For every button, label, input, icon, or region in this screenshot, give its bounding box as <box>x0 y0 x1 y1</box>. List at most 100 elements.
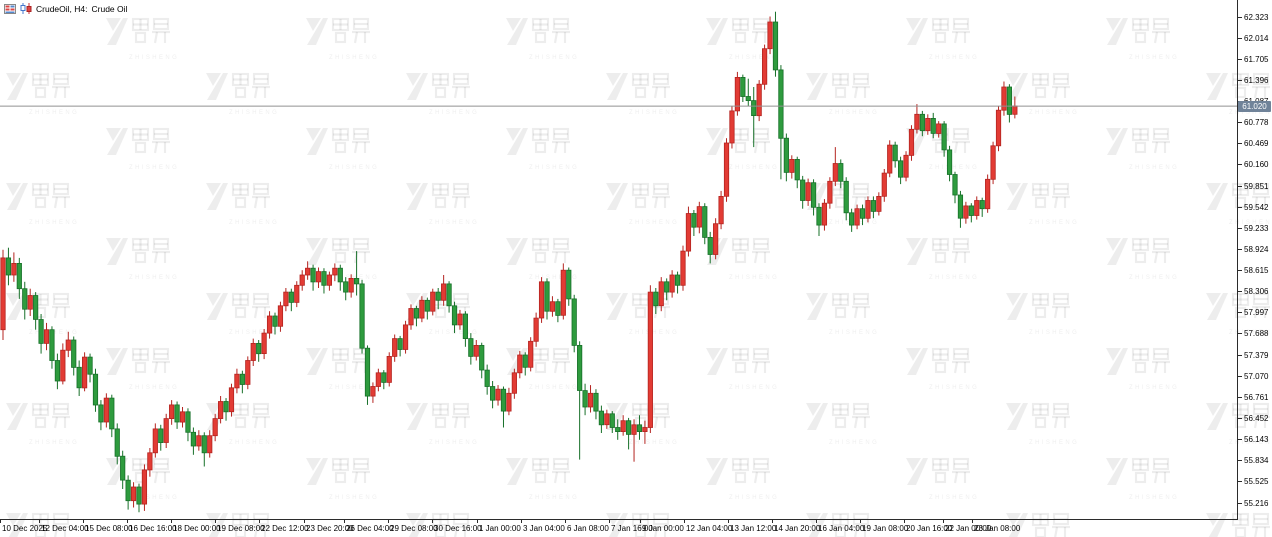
candle <box>147 448 153 477</box>
candle <box>207 430 213 458</box>
candle <box>827 177 833 209</box>
candle <box>517 350 523 379</box>
time-axis-label: 23 Dec 20:00 <box>306 524 354 533</box>
candle <box>38 314 44 354</box>
candle <box>723 138 730 202</box>
time-axis-label: 16 Dec 16:00 <box>129 524 177 533</box>
price-axis-label: 60.778 <box>1244 118 1269 128</box>
price-axis-label: 55.834 <box>1244 456 1269 466</box>
price-axis-label: 57.070 <box>1244 371 1269 381</box>
candle <box>430 288 436 316</box>
candle <box>272 312 278 335</box>
candle <box>762 44 768 90</box>
candle <box>11 252 17 282</box>
time-axis-tick <box>215 519 216 523</box>
candle <box>598 405 605 433</box>
candle <box>587 385 594 413</box>
candle <box>446 281 452 313</box>
candle <box>33 292 39 330</box>
candle <box>114 423 120 465</box>
price-axis-tick <box>1237 418 1242 419</box>
candle <box>669 270 675 298</box>
time-axis-tick <box>728 519 729 523</box>
price-axis-tick <box>1237 143 1242 145</box>
time-axis-label: 14 Jan 20:00 <box>774 524 821 533</box>
candle <box>22 281 28 320</box>
candle <box>343 277 349 301</box>
time-axis-label: 29 Dec 08:00 <box>390 524 438 533</box>
time-axis-label: 1 Jan 00:00 <box>479 524 521 533</box>
price-axis-label: 57.997 <box>1244 308 1269 318</box>
market-watch-icon[interactable] <box>4 3 16 14</box>
candle <box>979 197 985 217</box>
price-axis-tick <box>1237 248 1242 250</box>
candle <box>87 353 93 383</box>
time-axis-tick <box>565 519 566 523</box>
time-axis-tick <box>127 519 128 523</box>
candle <box>577 341 583 460</box>
price-axis-label: 55.216 <box>1244 498 1269 508</box>
chart-header: CrudeOil, H4: Crude Oil <box>4 3 127 14</box>
time-axis-label: 9 Jan 00:00 <box>642 524 684 533</box>
candle <box>451 301 458 334</box>
time-axis-tick <box>943 519 944 523</box>
price-axis-tick <box>1237 291 1242 293</box>
price-axis-tick <box>1237 460 1242 462</box>
candle <box>98 400 104 431</box>
candle <box>544 278 550 320</box>
candle <box>92 368 99 412</box>
time-axis-label: 18 Dec 00:00 <box>173 524 221 533</box>
price-axis-tick <box>1237 16 1242 18</box>
price-axis-label: 59.851 <box>1244 181 1269 191</box>
time-axis-tick <box>432 519 433 523</box>
time-axis-tick <box>344 519 345 523</box>
candle <box>103 393 109 428</box>
candle <box>930 112 936 139</box>
time-axis-label: 3 Jan 04:00 <box>523 524 565 533</box>
candle <box>941 121 947 157</box>
candle <box>870 196 877 219</box>
price-axis-tick <box>1237 206 1242 208</box>
candle <box>348 274 354 298</box>
time-axis-tick <box>640 519 641 523</box>
candle <box>49 326 55 369</box>
time-axis-tick <box>860 519 861 523</box>
candle <box>299 270 305 291</box>
candle <box>925 114 931 135</box>
candle <box>533 312 539 347</box>
candle <box>832 147 838 187</box>
candle <box>402 320 409 354</box>
candle <box>321 268 327 294</box>
candle <box>310 264 316 291</box>
candle <box>397 335 403 357</box>
price-axis-tick <box>1237 502 1242 504</box>
candle <box>854 204 860 230</box>
candle <box>511 368 517 399</box>
time-axis-tick <box>304 519 305 523</box>
candle <box>60 343 66 385</box>
candle <box>120 450 126 489</box>
candle <box>571 294 577 353</box>
candle <box>408 304 414 330</box>
time-axis-label: 12 Jan 04:00 <box>686 524 733 533</box>
candle <box>196 430 202 451</box>
candle <box>413 305 420 327</box>
candle <box>277 301 284 332</box>
time-axis-label: 10 Dec 2025 <box>2 524 48 533</box>
candle <box>54 353 61 390</box>
candle <box>353 251 360 296</box>
candle <box>234 368 240 394</box>
price-axis-label: 55.525 <box>1244 477 1269 487</box>
candle <box>266 311 273 339</box>
candle <box>201 432 207 467</box>
candle <box>691 210 697 236</box>
candle <box>642 420 648 444</box>
candlestick-chart-icon[interactable] <box>20 3 32 14</box>
time-axis-tick <box>0 519 1 523</box>
candle <box>843 177 849 221</box>
candle <box>392 334 398 362</box>
time-axis-label: 22 Jan 00:00 <box>945 524 992 533</box>
candle <box>250 338 256 366</box>
